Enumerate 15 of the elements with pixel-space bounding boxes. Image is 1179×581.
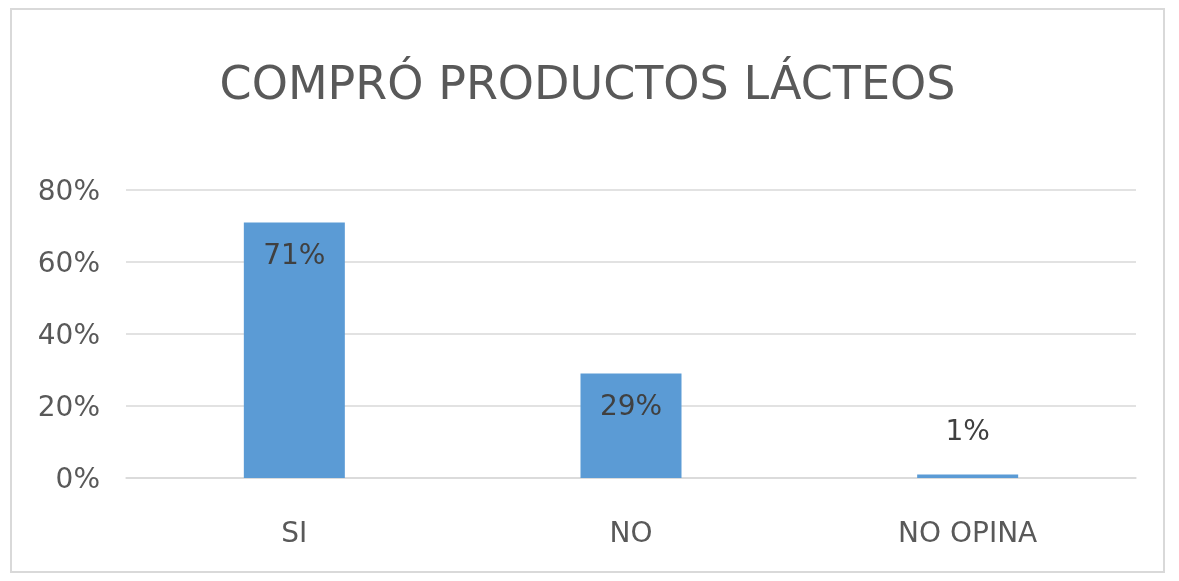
bar <box>917 474 1019 478</box>
y-tick-label: 20% <box>37 389 100 423</box>
y-tick-label: 60% <box>37 245 100 279</box>
x-tick-label: NO OPINA <box>898 515 1038 549</box>
y-tick-label: 80% <box>37 173 100 207</box>
x-tick-label: NO <box>609 515 653 549</box>
data-label: 1% <box>945 413 990 447</box>
bar <box>243 222 345 478</box>
chart-title: COMPRÓ PRODUCTOS LÁCTEOS <box>219 56 956 110</box>
y-tick-label: 0% <box>55 461 100 495</box>
y-tick-label: 40% <box>37 317 100 351</box>
bar <box>580 373 682 478</box>
x-tick-label: SI <box>281 515 308 549</box>
data-label: 71% <box>263 237 326 271</box>
data-label: 29% <box>599 389 663 423</box>
